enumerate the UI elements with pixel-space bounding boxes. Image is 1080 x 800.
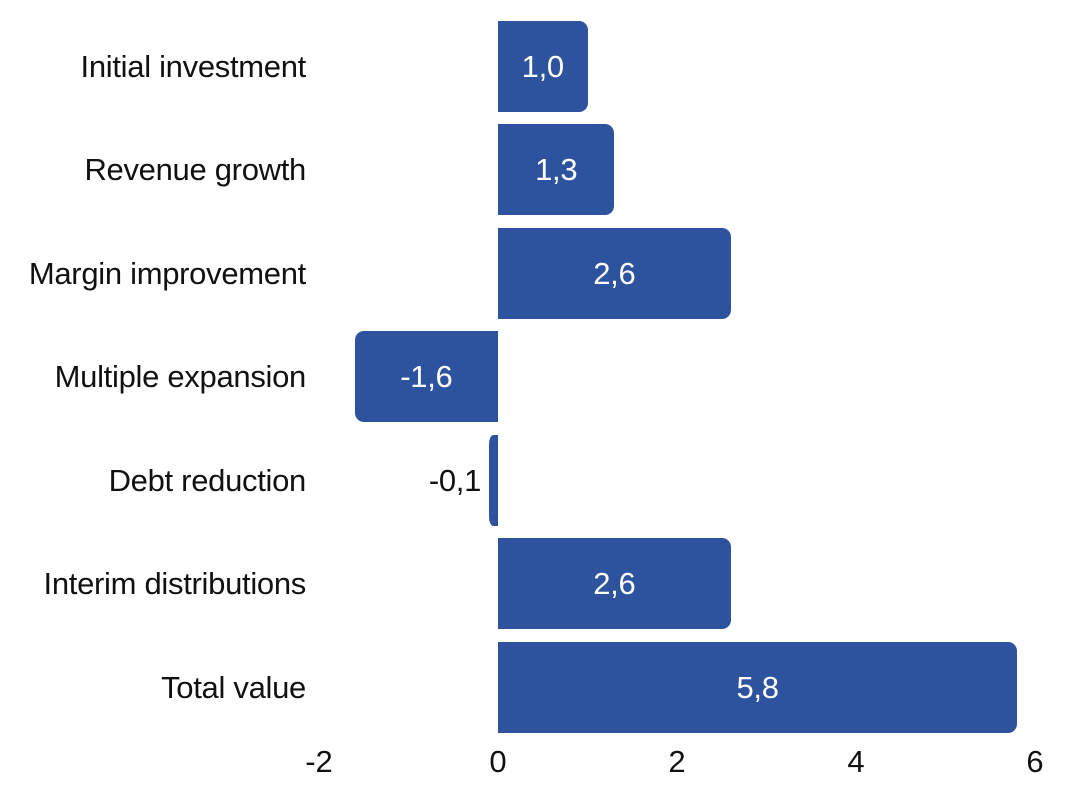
category-label-revenue-growth: Revenue growth — [84, 152, 306, 188]
bar-margin-improvement — [498, 227, 731, 319]
bar-value-label-initial-investment: 1,0 — [521, 49, 565, 84]
bar-multiple-expansion — [354, 331, 498, 423]
x-tick-label-neg2: -2 — [305, 744, 333, 779]
bar-value-label-interim-distributions: 2,6 — [593, 566, 636, 602]
x-tick-label-2: 2 — [668, 744, 686, 779]
category-label-debt-reduction: Debt reduction — [108, 462, 307, 498]
x-tick-label-6: 6 — [1026, 744, 1044, 779]
category-label-initial-investment: Initial investment — [80, 49, 307, 84]
x-tick-label-0: 0 — [489, 744, 507, 779]
category-label-multiple-expansion: Multiple expansion — [54, 359, 307, 395]
x-tick-label-4: 4 — [847, 744, 865, 779]
category-label-interim-distributions: Interim distributions — [43, 566, 307, 602]
bar-debt-reduction — [489, 434, 498, 526]
bar-revenue-growth — [498, 124, 615, 216]
bar-value-label-total-value: 5,8 — [736, 669, 779, 705]
bar-value-label-multiple-expansion: -1,6 — [400, 359, 453, 395]
bar-value-label-revenue-growth: 1,3 — [535, 152, 578, 188]
category-label-total-value: Total value — [161, 669, 306, 705]
bar-initial-investment — [498, 21, 588, 112]
bar-total-value — [498, 641, 1018, 733]
bar-value-label-debt-reduction: -0,1 — [428, 462, 482, 498]
bar-value-label-margin-improvement: 2,6 — [593, 255, 636, 291]
category-label-margin-improvement: Margin improvement — [28, 255, 306, 291]
bar-interim-distributions — [498, 538, 731, 630]
